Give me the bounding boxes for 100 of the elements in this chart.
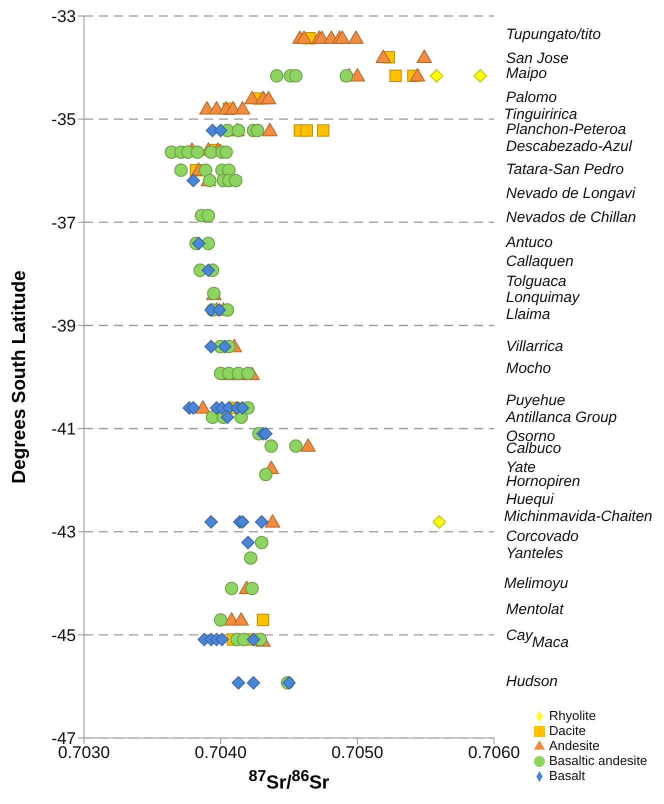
x-tick-label: 0.7050	[331, 743, 384, 762]
point	[376, 50, 391, 63]
text: Hornopiren	[506, 473, 580, 490]
text: Callaquen	[506, 253, 574, 270]
point	[246, 676, 260, 690]
point	[198, 164, 212, 177]
text: San Jose	[506, 50, 569, 67]
text: Tinguiririca	[504, 106, 578, 123]
y-tick-label: -45	[51, 626, 76, 645]
legend-label: Dacite	[549, 723, 586, 738]
point	[215, 632, 229, 646]
text: Tolguaca	[506, 273, 566, 290]
text: Mocho	[506, 360, 552, 377]
point	[244, 551, 258, 565]
point	[237, 632, 251, 646]
point	[232, 676, 246, 690]
legend-label: Andesite	[549, 738, 600, 753]
text: Puyehue	[506, 392, 566, 409]
point	[348, 30, 364, 44]
point	[203, 174, 216, 188]
point	[204, 145, 218, 159]
point	[229, 174, 242, 188]
legend-label: Basaltic andesite	[549, 753, 648, 768]
point	[202, 208, 216, 222]
y-tick-label: -35	[51, 110, 76, 130]
point	[416, 50, 432, 63]
text: Descabezado-Azul	[506, 138, 632, 155]
point	[264, 514, 280, 528]
point	[190, 145, 204, 159]
point	[340, 69, 354, 83]
text: Antuco	[506, 234, 553, 251]
point	[204, 340, 218, 354]
y-tick-label: -41	[51, 420, 76, 439]
point	[202, 236, 216, 250]
text: Yate	[506, 459, 536, 476]
point	[186, 174, 200, 188]
point	[220, 410, 234, 424]
legend-label: Rhyolite	[549, 708, 596, 723]
y-axis-title: Degrees South Latitude	[9, 270, 31, 484]
point	[204, 515, 218, 529]
point	[256, 614, 270, 626]
point	[254, 515, 268, 529]
point	[316, 124, 330, 137]
text: Cay	[506, 627, 533, 644]
point	[233, 612, 249, 626]
point	[250, 124, 264, 138]
point	[186, 401, 200, 415]
point	[192, 236, 206, 250]
point	[214, 613, 228, 627]
text: Hudson	[506, 673, 558, 690]
x-tick-label: 0.7030	[58, 743, 110, 762]
text: Yanteles	[506, 545, 564, 562]
point	[259, 427, 272, 440]
point	[264, 439, 278, 453]
text: Melimoyu	[504, 575, 568, 592]
point	[174, 164, 188, 177]
point	[236, 515, 250, 529]
point	[262, 122, 278, 136]
point	[296, 30, 312, 44]
point	[300, 438, 316, 452]
text: Mentolat	[506, 601, 564, 618]
x-axis-title: $^{87}$Sr/$^{86}$Sr	[248, 768, 330, 794]
point	[214, 124, 228, 138]
point	[289, 69, 303, 83]
y-tick-label: -39	[51, 316, 76, 336]
point	[334, 30, 350, 44]
point	[241, 366, 255, 380]
text: Planchon-Peteroa	[506, 121, 626, 138]
point	[232, 124, 246, 138]
point	[389, 70, 402, 82]
point	[300, 124, 313, 137]
text: Maca	[532, 634, 569, 651]
point	[234, 101, 250, 115]
point	[259, 468, 272, 482]
y-tick-label: -37	[51, 213, 76, 232]
point	[236, 401, 250, 415]
point	[245, 582, 259, 596]
legend-label: Basalt	[549, 768, 586, 783]
point	[241, 536, 255, 550]
point	[260, 90, 276, 104]
text: Palomo	[506, 89, 557, 106]
point	[212, 303, 226, 317]
text: Tupungato/tito	[506, 26, 601, 43]
point	[254, 536, 268, 550]
text: Nevado de Longavi	[506, 185, 636, 202]
y-tick-label: -43	[51, 522, 76, 542]
point	[432, 515, 446, 529]
x-tick-label: 0.7060	[468, 743, 520, 762]
text: Corcovado	[506, 528, 579, 545]
point	[202, 264, 216, 277]
x-tick-label: 0.7040	[194, 743, 247, 762]
point	[289, 439, 303, 453]
text: Maipo	[506, 65, 547, 82]
text: Llaima	[506, 306, 550, 323]
text: Antillanca Group	[506, 409, 617, 426]
point	[219, 145, 233, 159]
point	[410, 68, 426, 82]
text: Michinmavida-Chaiten	[504, 508, 652, 525]
text: Tatara-San Pedro	[506, 161, 624, 178]
text: Villarrica	[506, 338, 564, 355]
